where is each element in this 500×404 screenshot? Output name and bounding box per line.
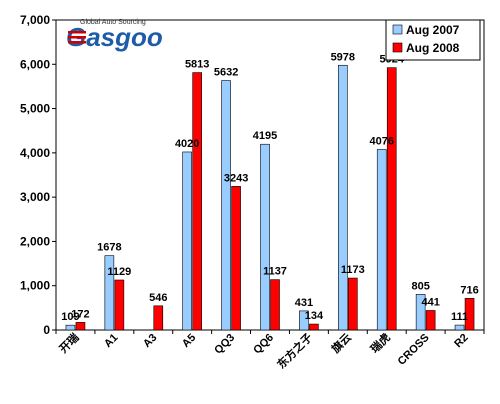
bar-aug-2008	[309, 323, 319, 331]
bar-aug-2007	[182, 151, 192, 331]
bar-aug-2007	[65, 324, 76, 331]
legend: Aug 2007 Aug 2008	[385, 19, 481, 61]
data-label: 805	[411, 280, 429, 292]
bar-aug-2008	[270, 279, 280, 331]
bar-aug-2007	[454, 324, 465, 331]
logo-tagline: Global Auto Sourcing	[80, 19, 146, 26]
data-label: 5632	[214, 67, 238, 79]
x-tick-label: QQ6	[251, 332, 276, 357]
data-label: 1678	[97, 242, 121, 254]
bar-aug-2007	[221, 80, 231, 331]
x-tick-label: QQ3	[212, 332, 237, 357]
y-tick-label: 6,000	[20, 57, 50, 71]
bar-aug-2008	[386, 67, 397, 331]
bar-aug-2007	[376, 149, 387, 331]
y-tick-label: 2,000	[20, 234, 50, 248]
bar-aug-2007	[104, 255, 115, 331]
x-tick-label: 开瑞	[56, 330, 81, 355]
data-label: 5978	[331, 51, 355, 63]
logo-swoosh-icon	[68, 31, 86, 44]
y-tick-label: 3,000	[20, 190, 50, 204]
y-tick-label: 0	[43, 323, 50, 337]
bar-aug-2008	[153, 305, 164, 331]
data-label: 4020	[175, 138, 199, 150]
x-tick-label: A3	[141, 332, 159, 350]
legend-swatch-aug-2007	[392, 24, 403, 35]
bar-aug-2007	[260, 143, 270, 331]
data-label: 1129	[107, 266, 131, 278]
bar-aug-2008	[348, 277, 358, 331]
legend-label-aug-2007: Aug 2007	[406, 23, 460, 37]
legend-swatch-aug-2008	[392, 42, 403, 53]
x-tick-label: 瑞虎	[367, 330, 392, 355]
data-label: 172	[71, 308, 89, 320]
x-tick-label: R2	[452, 332, 470, 350]
data-label: 5813	[185, 59, 209, 71]
x-axis: 开瑞 A1 A3 A5 QQ3 QQ6 东方之子 旗云 瑞虎 CROSS R2	[55, 330, 485, 371]
data-label: 431	[295, 297, 313, 309]
bar-aug-2007	[299, 310, 309, 331]
bar-aug-2008	[464, 297, 475, 331]
data-label: 111	[451, 311, 468, 323]
data-label: 4076	[369, 135, 393, 147]
data-label: 134	[305, 310, 324, 322]
data-label: 716	[460, 284, 478, 296]
data-label: 4195	[253, 130, 277, 142]
bar-aug-2008	[425, 310, 436, 331]
y-axis: 0 1,000 2,000 3,000 4,000 5,000 6,000 7,000	[20, 13, 56, 337]
y-tick-label: 7,000	[20, 13, 50, 27]
x-tick-label: 旗云	[328, 330, 353, 355]
data-label: 1173	[341, 264, 365, 276]
bars	[65, 64, 475, 331]
y-tick-label: 1,000	[20, 279, 50, 293]
data-label: 1137	[263, 266, 287, 278]
data-label: 3243	[224, 172, 248, 184]
bar-aug-2008	[75, 322, 86, 331]
y-tick-label: 4,000	[20, 146, 50, 160]
legend-label-aug-2008: Aug 2008	[406, 41, 460, 55]
bar-aug-2008	[114, 279, 125, 331]
bar-aug-2007	[415, 294, 426, 331]
x-tick-label: CROSS	[396, 332, 432, 368]
data-label: 109	[61, 311, 79, 323]
x-tick-label: 东方之子	[274, 330, 315, 371]
logo: Global Auto Sourcing Gasgoo	[66, 19, 163, 52]
y-tick-label: 5,000	[20, 102, 50, 116]
data-label: 441	[421, 296, 439, 308]
plot-area	[55, 19, 485, 331]
bar-aug-2008	[231, 186, 241, 331]
bar-aug-2007	[338, 64, 348, 331]
x-tick-label: A1	[102, 332, 120, 350]
x-tick-label: A5	[180, 332, 198, 350]
bar-aug-2008	[192, 72, 202, 331]
data-label: 546	[149, 292, 167, 304]
